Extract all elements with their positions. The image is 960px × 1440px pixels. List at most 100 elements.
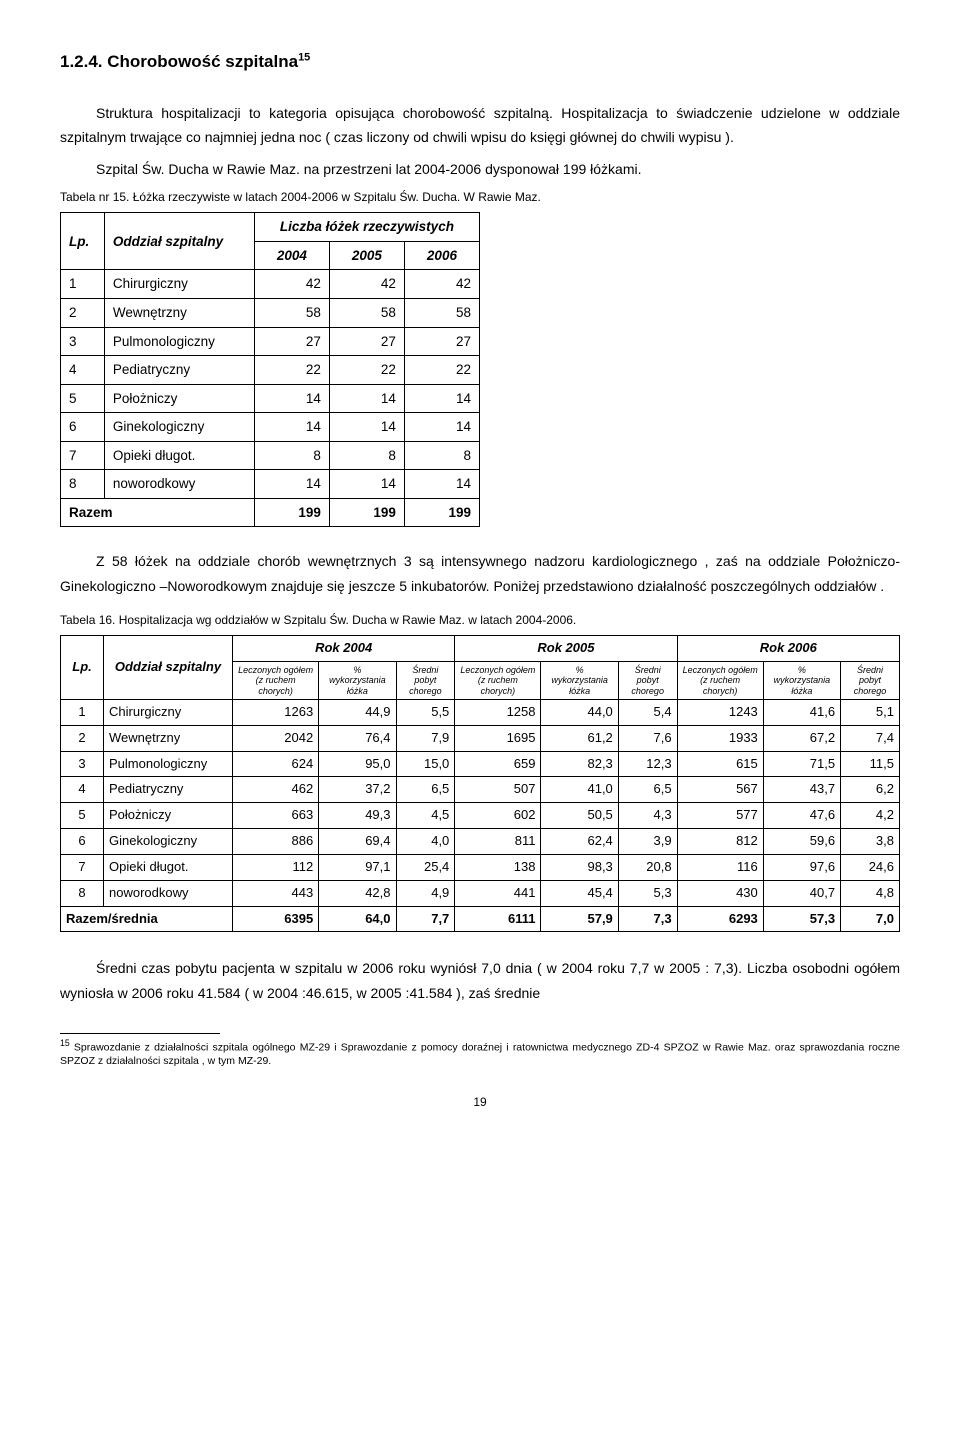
t2-g: 615: [677, 751, 763, 777]
t2-sub-h: % wykorzystania łóżka: [763, 661, 840, 699]
t1-y05: 42: [329, 270, 404, 299]
t2-sub-f: Średni pobyt chorego: [618, 661, 677, 699]
t1-lp: 8: [61, 470, 105, 499]
t1-name: Opieki długot.: [104, 441, 254, 470]
t2-i: 4,2: [841, 803, 900, 829]
t1-y05: 14: [329, 470, 404, 499]
t2-name: Pulmonologiczny: [104, 751, 233, 777]
t2-name: noworodkowy: [104, 880, 233, 906]
paragraph-1: Struktura hospitalizacji to kategoria op…: [60, 101, 900, 149]
table-row: 7Opieki długot.11297,125,413898,320,8116…: [61, 854, 900, 880]
footnote-text: Sprawozdanie z działalności szpitala ogó…: [60, 1041, 900, 1067]
table-row: 2Wewnętrzny585858: [61, 298, 480, 327]
t2-h: 40,7: [763, 880, 840, 906]
t1-y05: 14: [329, 384, 404, 413]
t2-g: 1933: [677, 725, 763, 751]
t2-a: 112: [233, 854, 319, 880]
t2-a: 462: [233, 777, 319, 803]
t2-f: 4,3: [618, 803, 677, 829]
t2-d: 441: [455, 880, 541, 906]
t2-b: 49,3: [319, 803, 396, 829]
t2-h: 71,5: [763, 751, 840, 777]
footnote-rule: [60, 1033, 220, 1034]
t2-c: 4,9: [396, 880, 455, 906]
t1-y06: 58: [404, 298, 479, 327]
table-row: 3Pulmonologiczny62495,015,065982,312,361…: [61, 751, 900, 777]
t2-e: 41,0: [541, 777, 618, 803]
t1-name: noworodkowy: [104, 470, 254, 499]
t2-e: 44,0: [541, 699, 618, 725]
t2-b: 44,9: [319, 699, 396, 725]
table-row: 2Wewnętrzny204276,47,9169561,27,6193367,…: [61, 725, 900, 751]
t1-y06: 27: [404, 327, 479, 356]
t2-a: 2042: [233, 725, 319, 751]
t2-a: 1263: [233, 699, 319, 725]
t2-h: 97,6: [763, 854, 840, 880]
t1-y04: 22: [254, 356, 329, 385]
t2-g: 1243: [677, 699, 763, 725]
t2-name: Pediatryczny: [104, 777, 233, 803]
table-row: 4Pediatryczny222222: [61, 356, 480, 385]
t2-sub-i: Średni pobyt chorego: [841, 661, 900, 699]
t2-e: 62,4: [541, 829, 618, 855]
t1-y06: 22: [404, 356, 479, 385]
t2-i: 7,4: [841, 725, 900, 751]
page-number: 19: [60, 1094, 900, 1111]
t2-f: 12,3: [618, 751, 677, 777]
t2-b: 69,4: [319, 829, 396, 855]
t2-c: 6,5: [396, 777, 455, 803]
t1-name: Ginekologiczny: [104, 413, 254, 442]
t1-name: Położniczy: [104, 384, 254, 413]
t1-lp: 2: [61, 298, 105, 327]
t2-d: 507: [455, 777, 541, 803]
t1-h-liczba: Liczba łóżek rzeczywistych: [254, 213, 479, 242]
t2-g: 430: [677, 880, 763, 906]
t1-razem-04: 199: [254, 498, 329, 527]
t1-y06: 42: [404, 270, 479, 299]
t2-b: 95,0: [319, 751, 396, 777]
t2-e: 45,4: [541, 880, 618, 906]
t2-c: 15,0: [396, 751, 455, 777]
t2-d: 138: [455, 854, 541, 880]
t1-y05: 8: [329, 441, 404, 470]
t2-name: Położniczy: [104, 803, 233, 829]
paragraph-4: Średni czas pobytu pacjenta w szpitalu w…: [60, 956, 900, 1004]
t1-lp: 1: [61, 270, 105, 299]
t2-f: 5,4: [618, 699, 677, 725]
t2-lp: 5: [61, 803, 104, 829]
t1-name: Wewnętrzny: [104, 298, 254, 327]
t1-razem-05: 199: [329, 498, 404, 527]
t2-d: 1258: [455, 699, 541, 725]
t2-h-2004: Rok 2004: [233, 636, 455, 662]
t2-e: 61,2: [541, 725, 618, 751]
t2-rz-g: 6293: [677, 906, 763, 932]
t1-y04: 14: [254, 384, 329, 413]
t2-f: 6,5: [618, 777, 677, 803]
t2-sub-b: % wykorzystania łóżka: [319, 661, 396, 699]
t2-g: 116: [677, 854, 763, 880]
t2-h: 47,6: [763, 803, 840, 829]
t2-i: 5,1: [841, 699, 900, 725]
table-1: Lp. Oddział szpitalny Liczba łóżek rzecz…: [60, 212, 480, 527]
t2-rz-i: 7,0: [841, 906, 900, 932]
t2-b: 37,2: [319, 777, 396, 803]
t2-name: Wewnętrzny: [104, 725, 233, 751]
t2-b: 76,4: [319, 725, 396, 751]
table-row: 1Chirurgiczny126344,95,5125844,05,412434…: [61, 699, 900, 725]
t2-e: 50,5: [541, 803, 618, 829]
t2-sub-e: % wykorzystania łóżka: [541, 661, 618, 699]
t2-f: 5,3: [618, 880, 677, 906]
t2-d: 659: [455, 751, 541, 777]
t2-name: Opieki długot.: [104, 854, 233, 880]
t2-a: 886: [233, 829, 319, 855]
t2-b: 97,1: [319, 854, 396, 880]
table-row: 8noworodkowy141414: [61, 470, 480, 499]
table-row: 5Położniczy66349,34,560250,54,357747,64,…: [61, 803, 900, 829]
table2-caption: Tabela 16. Hospitalizacja wg oddziałów w…: [60, 612, 900, 629]
heading-text: 1.2.4. Chorobowość szpitalna: [60, 52, 298, 71]
t1-y04: 27: [254, 327, 329, 356]
t1-h-2004: 2004: [254, 241, 329, 270]
t2-g: 812: [677, 829, 763, 855]
t1-y06: 8: [404, 441, 479, 470]
t1-h-2006: 2006: [404, 241, 479, 270]
